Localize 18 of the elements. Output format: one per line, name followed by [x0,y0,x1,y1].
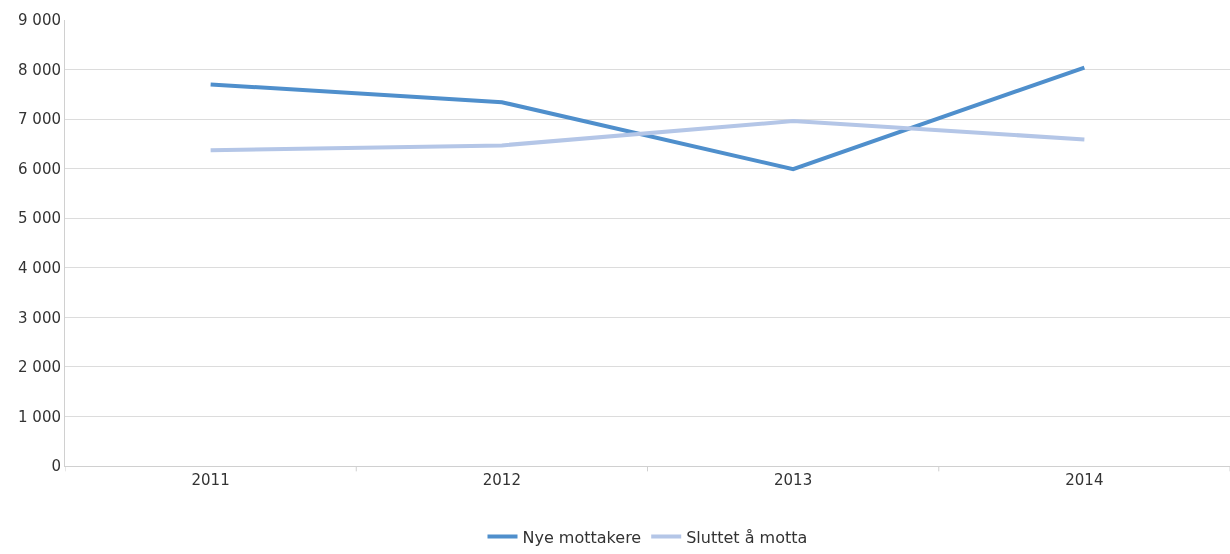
y-tick-label: 1 000 [18,407,61,426]
y-tick-label: 2 000 [18,358,61,377]
legend-label: Sluttet å motta [686,527,808,547]
y-tick-label: 9 000 [18,11,61,30]
x-tick-label: 2013 [774,471,813,489]
legend-label: Nye mottakere [522,527,642,547]
y-tick-label: 7 000 [18,110,61,129]
y-tick-label: 4 000 [18,259,61,278]
y-tick-label: 0 [51,457,61,476]
x-tick-label: 2012 [482,471,521,489]
x-tick-label: 2011 [191,471,230,489]
line-series [208,119,1087,153]
y-tick-label: 8 000 [18,60,61,79]
y-tick-label: 6 000 [18,159,61,178]
y-tick-label: 3 000 [18,308,61,327]
line-series [208,65,1087,172]
x-tick-label: 2014 [1065,471,1104,489]
y-tick-label: 5 000 [18,209,61,228]
